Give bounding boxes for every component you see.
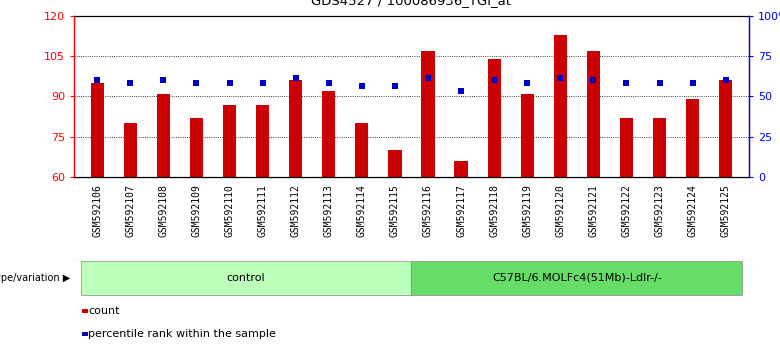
Bar [520, 94, 534, 177]
Text: GSM592111: GSM592111 [257, 184, 268, 236]
Text: GSM592115: GSM592115 [390, 184, 400, 236]
Point [91, 78, 104, 83]
Point [157, 78, 169, 83]
Text: GSM592124: GSM592124 [688, 184, 697, 236]
Text: count: count [88, 306, 120, 316]
Text: GSM592108: GSM592108 [158, 184, 168, 236]
Point [289, 75, 302, 80]
Text: genotype/variation ▶: genotype/variation ▶ [0, 273, 70, 283]
Text: control: control [227, 273, 265, 283]
Text: C57BL/6.MOLFc4(51Mb)-Ldlr-/-: C57BL/6.MOLFc4(51Mb)-Ldlr-/- [492, 273, 661, 283]
Bar [488, 59, 501, 177]
Text: GSM592107: GSM592107 [126, 184, 135, 236]
Bar [686, 99, 699, 177]
Bar [90, 83, 104, 177]
Point [686, 80, 699, 86]
Text: GDS4527 / 100086936_TGI_at: GDS4527 / 100086936_TGI_at [311, 0, 512, 7]
Text: GSM592110: GSM592110 [225, 184, 235, 236]
Bar [554, 35, 567, 177]
Text: GSM592113: GSM592113 [324, 184, 334, 236]
Point [356, 83, 368, 88]
Text: GSM592114: GSM592114 [356, 184, 367, 236]
Point [223, 80, 236, 86]
Point [620, 80, 633, 86]
Point [654, 80, 666, 86]
Point [190, 80, 203, 86]
Point [124, 80, 136, 86]
Bar [388, 150, 402, 177]
Bar [719, 80, 732, 177]
Text: GSM592118: GSM592118 [489, 184, 499, 236]
Text: GSM592117: GSM592117 [456, 184, 466, 236]
Bar [223, 104, 236, 177]
Text: GSM592122: GSM592122 [622, 184, 632, 236]
Text: GSM592106: GSM592106 [92, 184, 102, 236]
Bar [587, 51, 600, 177]
Bar [455, 161, 468, 177]
Point [422, 75, 434, 80]
Bar [653, 118, 666, 177]
Point [521, 80, 534, 86]
Text: GSM592125: GSM592125 [721, 184, 731, 236]
Bar [355, 123, 368, 177]
Text: GSM592120: GSM592120 [555, 184, 566, 236]
Text: GSM592112: GSM592112 [291, 184, 301, 236]
Point [257, 80, 269, 86]
Text: percentile rank within the sample: percentile rank within the sample [88, 329, 276, 339]
Bar [80, 261, 412, 295]
Bar [322, 91, 335, 177]
Bar [412, 261, 743, 295]
Bar [289, 80, 303, 177]
Bar [256, 104, 269, 177]
Point [587, 78, 600, 83]
Point [322, 80, 335, 86]
Text: GSM592121: GSM592121 [588, 184, 598, 236]
Bar [190, 118, 203, 177]
Text: GSM592109: GSM592109 [191, 184, 201, 236]
Point [554, 75, 566, 80]
Point [388, 83, 401, 88]
Text: GSM592123: GSM592123 [654, 184, 665, 236]
Bar [157, 94, 170, 177]
Point [488, 78, 501, 83]
Text: GSM592116: GSM592116 [423, 184, 433, 236]
Text: GSM592119: GSM592119 [522, 184, 532, 236]
Point [719, 78, 732, 83]
Point [455, 88, 467, 94]
Bar [421, 51, 434, 177]
Bar [620, 118, 633, 177]
Bar [124, 123, 137, 177]
